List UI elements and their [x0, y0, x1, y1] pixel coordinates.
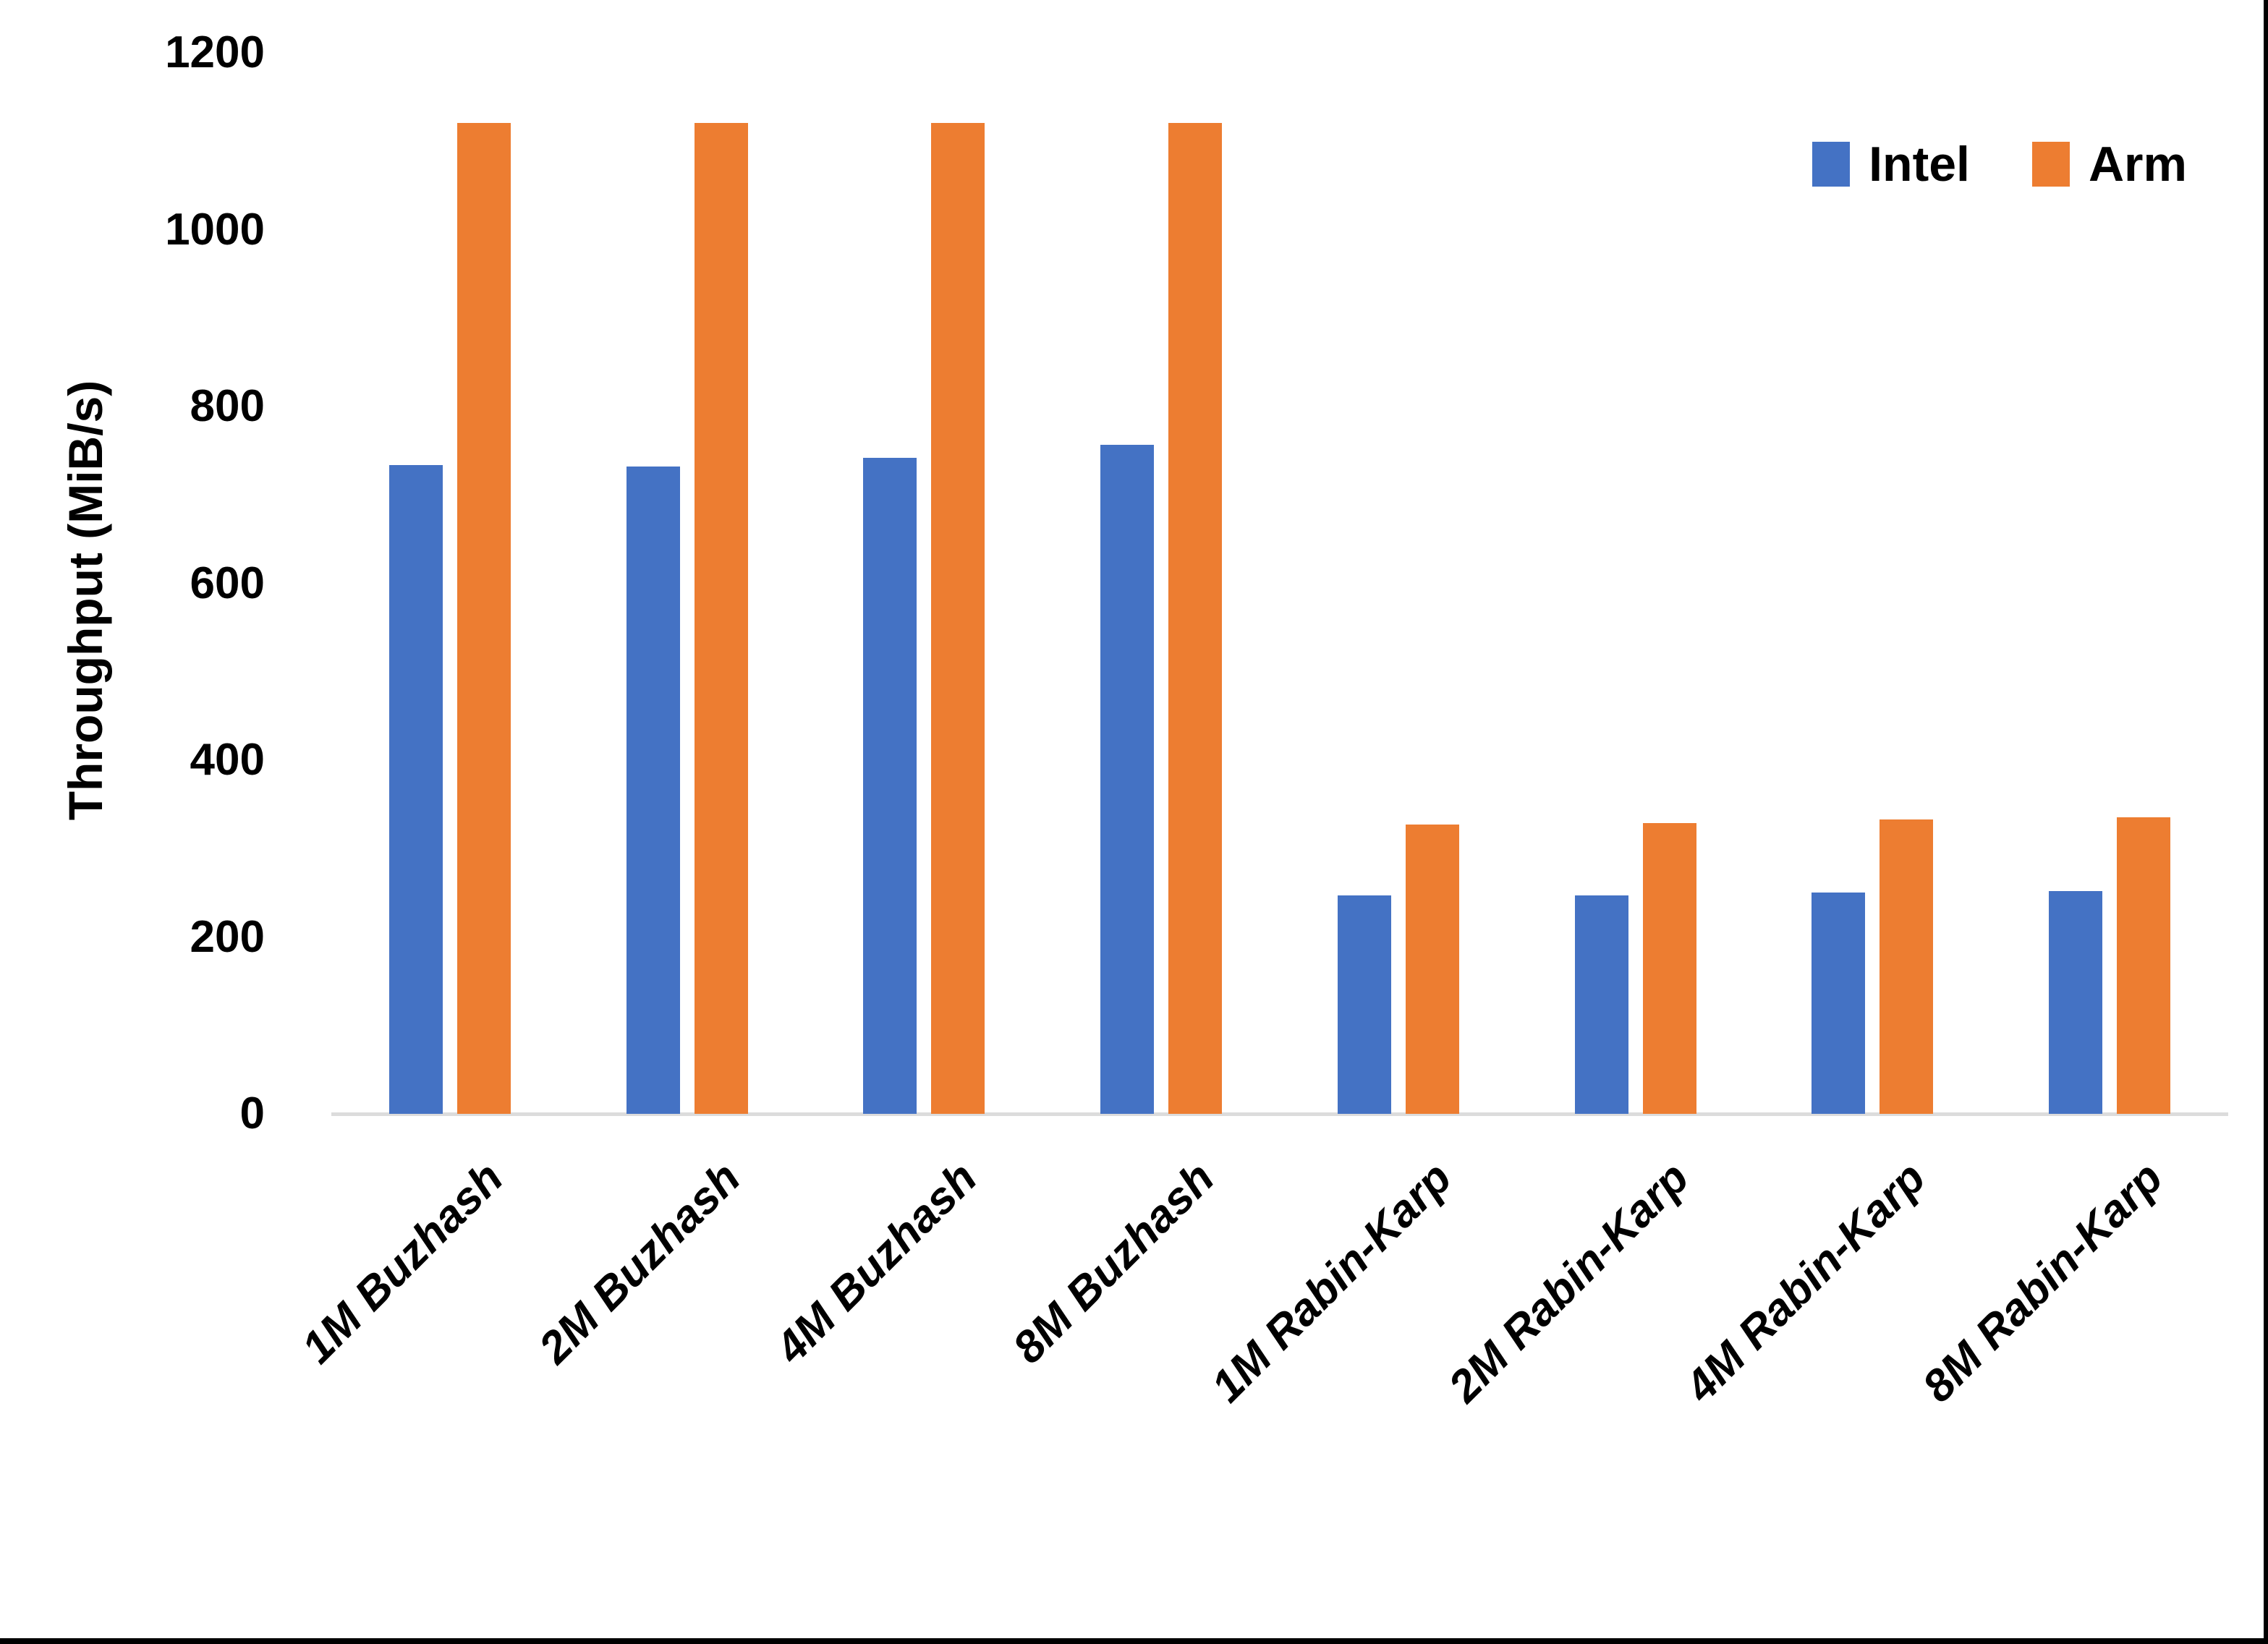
bar-intel-5: [1337, 895, 1391, 1114]
bar-intel-4: [1100, 444, 1155, 1114]
bar-arm-8: [2117, 817, 2171, 1114]
bar-intel-8: [2049, 890, 2103, 1114]
bar-intel-7: [1812, 893, 1866, 1114]
legend-swatch-intel: [1812, 142, 1851, 187]
legend: Intel Arm: [1812, 139, 2187, 189]
y-tick-label: 1000: [165, 204, 265, 255]
bar-arm-7: [1880, 819, 1934, 1114]
bar-arm-5: [1405, 825, 1459, 1114]
y-tick-label: 0: [239, 1089, 265, 1138]
y-tick-label: 200: [190, 911, 265, 962]
y-tick-label: 400: [190, 735, 265, 785]
bar-arm-6: [1642, 822, 1696, 1114]
window-border-bottom: [0, 1638, 2268, 1644]
bar-arm-4: [1168, 122, 1223, 1114]
y-tick-label: 800: [190, 381, 265, 431]
y-tick-label: 1200: [165, 27, 265, 77]
bar-arm-3: [931, 122, 985, 1114]
legend-label: Arm: [2088, 137, 2187, 192]
legend-item-intel: Intel: [1812, 139, 1970, 189]
bar-intel-6: [1574, 895, 1628, 1114]
y-tick-label: 600: [190, 558, 265, 608]
window-border-right: [2264, 0, 2268, 1644]
bar-intel-3: [863, 457, 917, 1114]
legend-label: Intel: [1869, 137, 1970, 192]
legend-swatch-arm: [2031, 142, 2070, 187]
bar-intel-1: [388, 464, 443, 1114]
bar-arm-1: [456, 122, 511, 1114]
bar-intel-2: [626, 467, 680, 1114]
x-axis-label: 1M Buzhash: [292, 1152, 513, 1373]
x-axis-line: [331, 1112, 2228, 1116]
bar-arm-2: [694, 122, 748, 1114]
legend-item-arm: Arm: [2031, 137, 2187, 192]
